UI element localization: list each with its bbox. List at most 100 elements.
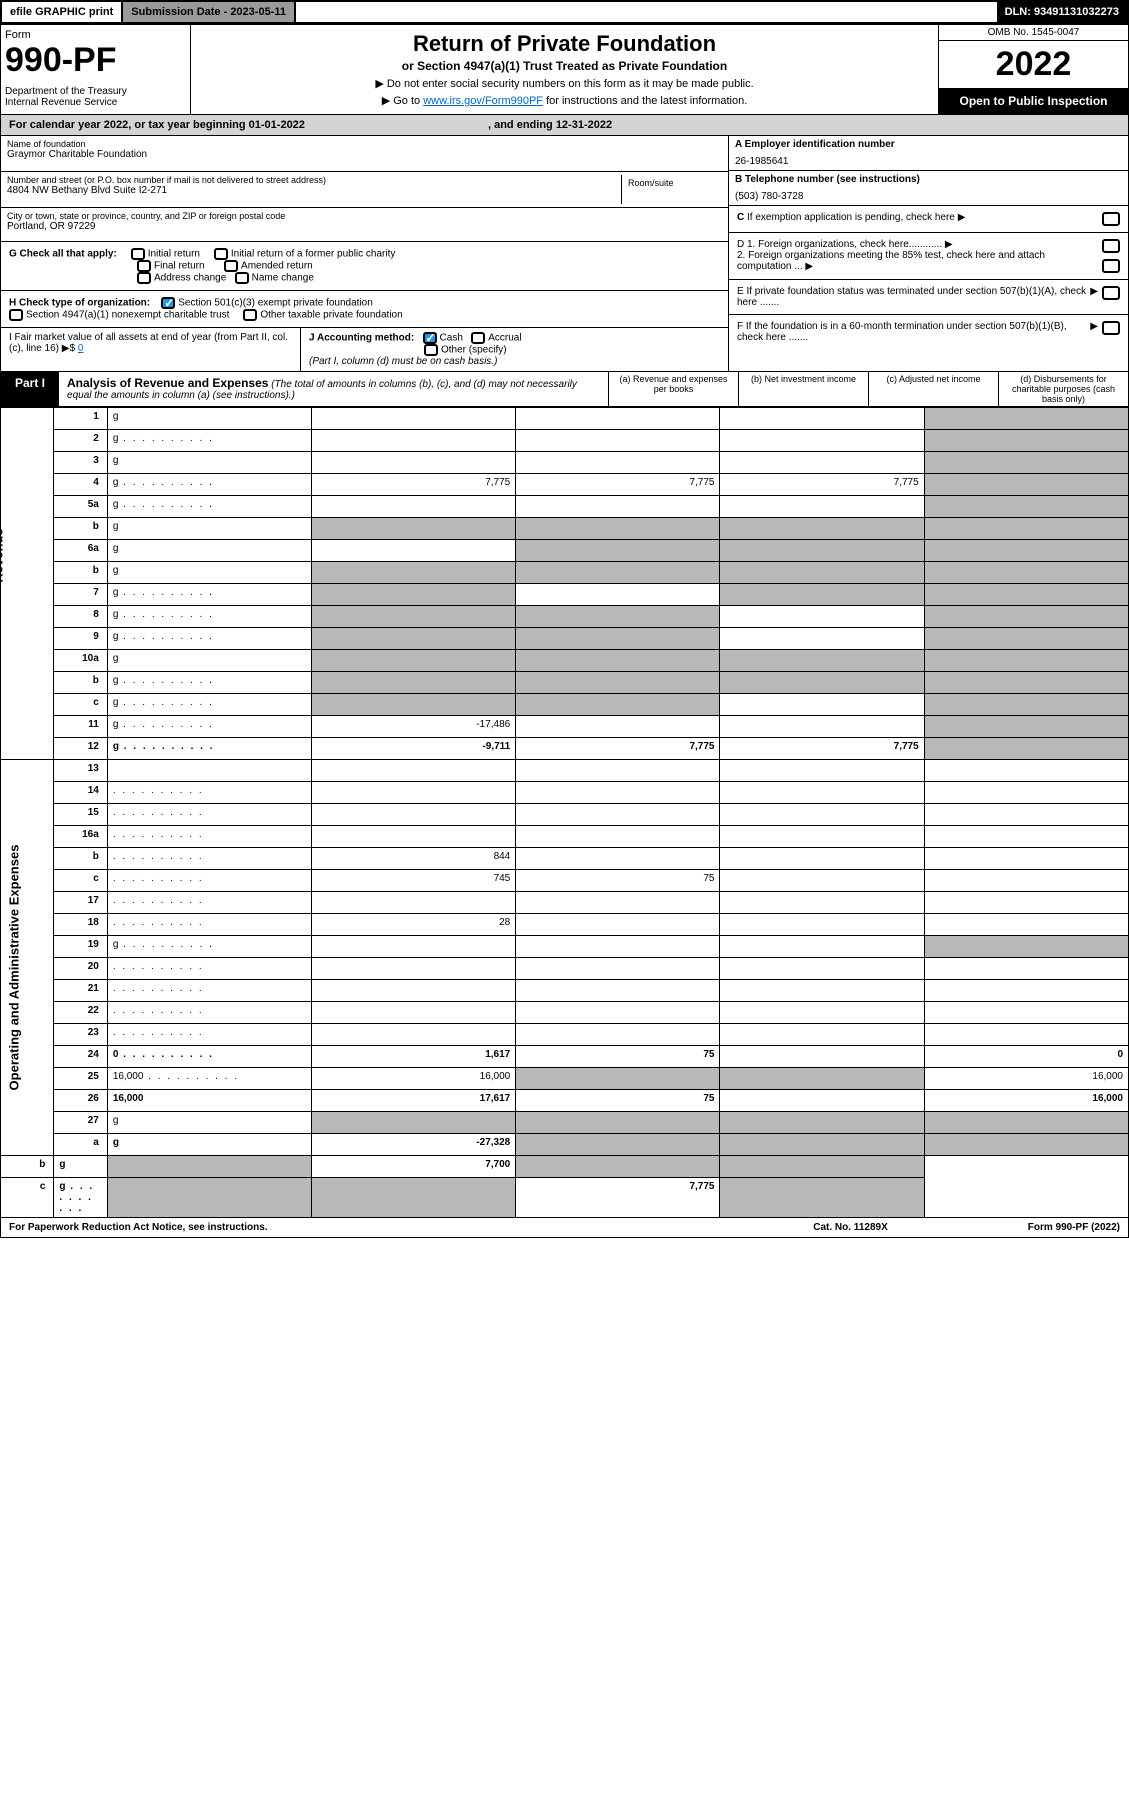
line-number: 9	[54, 628, 107, 650]
col-c-hdr: (c) Adjusted net income	[868, 372, 998, 406]
tel-value: (503) 780-3728	[735, 191, 1122, 202]
cell-d	[924, 584, 1128, 606]
table-row: 2g	[1, 430, 1129, 452]
cell-a: 28	[312, 914, 516, 936]
cell-d	[720, 1156, 924, 1178]
cell-a: 745	[312, 870, 516, 892]
cell-a	[312, 518, 516, 540]
cell-c	[720, 562, 924, 584]
checkbox-c[interactable]	[1102, 212, 1120, 226]
ein-value: 26-1985641	[735, 156, 1122, 167]
cell-c	[720, 782, 924, 804]
checkbox-501c3[interactable]	[161, 297, 175, 309]
cell-d	[924, 672, 1128, 694]
cell-b	[516, 1112, 720, 1134]
cell-d	[924, 1134, 1128, 1156]
cell-b	[516, 914, 720, 936]
cell-d	[924, 628, 1128, 650]
table-row: bg	[1, 672, 1129, 694]
table-row: 22	[1, 1002, 1129, 1024]
checkbox-name-change[interactable]	[235, 272, 249, 284]
cell-b	[516, 650, 720, 672]
checkbox-cash[interactable]	[423, 332, 437, 344]
cell-c	[720, 760, 924, 782]
c-text: If exemption application is pending, che…	[747, 212, 955, 223]
tel-label: B Telephone number (see instructions)	[735, 174, 920, 185]
cell-b: 75	[516, 870, 720, 892]
line-desc: g	[107, 452, 311, 474]
cell-c	[516, 1156, 720, 1178]
checkbox-initial-return[interactable]	[131, 248, 145, 260]
city-value: Portland, OR 97229	[7, 221, 722, 232]
line-desc	[107, 848, 311, 870]
table-row: 11g-17,486	[1, 716, 1129, 738]
checkbox-e[interactable]	[1102, 286, 1120, 300]
line-number: 26	[54, 1090, 107, 1112]
cell-c	[720, 826, 924, 848]
cell-b	[516, 826, 720, 848]
cell-d	[924, 496, 1128, 518]
checkbox-amended[interactable]	[224, 260, 238, 272]
table-row: 27g	[1, 1112, 1129, 1134]
checkbox-d1[interactable]	[1102, 239, 1120, 253]
line-number: 12	[54, 738, 107, 760]
table-row: 23	[1, 1024, 1129, 1046]
cell-d	[924, 892, 1128, 914]
form-subtitle: or Section 4947(a)(1) Trust Treated as P…	[197, 59, 932, 73]
line-desc	[107, 914, 311, 936]
table-row: Revenue1g	[1, 408, 1129, 430]
checkbox-4947[interactable]	[9, 309, 23, 321]
cell-a	[312, 1112, 516, 1134]
table-row: 5ag	[1, 496, 1129, 518]
line-desc: g	[107, 540, 311, 562]
checkbox-other-taxable[interactable]	[243, 309, 257, 321]
checkbox-initial-former[interactable]	[214, 248, 228, 260]
line-desc	[107, 804, 311, 826]
cell-a: -9,711	[312, 738, 516, 760]
cell-d	[924, 826, 1128, 848]
paperwork-notice: For Paperwork Reduction Act Notice, see …	[9, 1222, 268, 1233]
cell-d	[924, 650, 1128, 672]
checkbox-final-return[interactable]	[137, 260, 151, 272]
table-row: bg	[1, 562, 1129, 584]
cell-c	[720, 518, 924, 540]
line-desc: 16,000	[107, 1090, 311, 1112]
cell-d	[924, 408, 1128, 430]
checkbox-accrual[interactable]	[471, 332, 485, 344]
table-row: cg	[1, 694, 1129, 716]
cell-a	[312, 430, 516, 452]
line-number: 27	[54, 1112, 107, 1134]
fmv-value[interactable]: 0	[78, 343, 84, 354]
cell-a: -17,486	[312, 716, 516, 738]
cell-a	[312, 562, 516, 584]
cell-b	[516, 452, 720, 474]
part1-tab: Part I	[1, 372, 59, 406]
address: 4804 NW Bethany Blvd Suite I2-271	[7, 185, 621, 196]
checkbox-d2[interactable]	[1102, 259, 1120, 273]
line-number: b	[54, 518, 107, 540]
line-number: 15	[54, 804, 107, 826]
cell-b	[516, 628, 720, 650]
checkbox-f[interactable]	[1102, 321, 1120, 335]
checkbox-other-method[interactable]	[424, 344, 438, 356]
line-desc	[107, 760, 311, 782]
line-number: c	[1, 1178, 54, 1218]
tax-year: 2022	[939, 41, 1128, 88]
form-label: Form	[5, 29, 186, 41]
table-row: 12g-9,7117,7757,775	[1, 738, 1129, 760]
ein-label: A Employer identification number	[735, 139, 895, 150]
cell-b	[516, 518, 720, 540]
cell-a	[312, 584, 516, 606]
cell-d	[924, 430, 1128, 452]
cell-c	[720, 672, 924, 694]
cell-c	[720, 936, 924, 958]
checkbox-addr-change[interactable]	[137, 272, 151, 284]
open-inspection: Open to Public Inspection	[939, 88, 1128, 114]
j-note: (Part I, column (d) must be on cash basi…	[309, 356, 497, 367]
cell-a	[312, 892, 516, 914]
irs-link[interactable]: www.irs.gov/Form990PF	[423, 95, 543, 107]
cell-b	[516, 760, 720, 782]
table-row: 9g	[1, 628, 1129, 650]
cell-a	[312, 672, 516, 694]
line-number: c	[54, 870, 107, 892]
